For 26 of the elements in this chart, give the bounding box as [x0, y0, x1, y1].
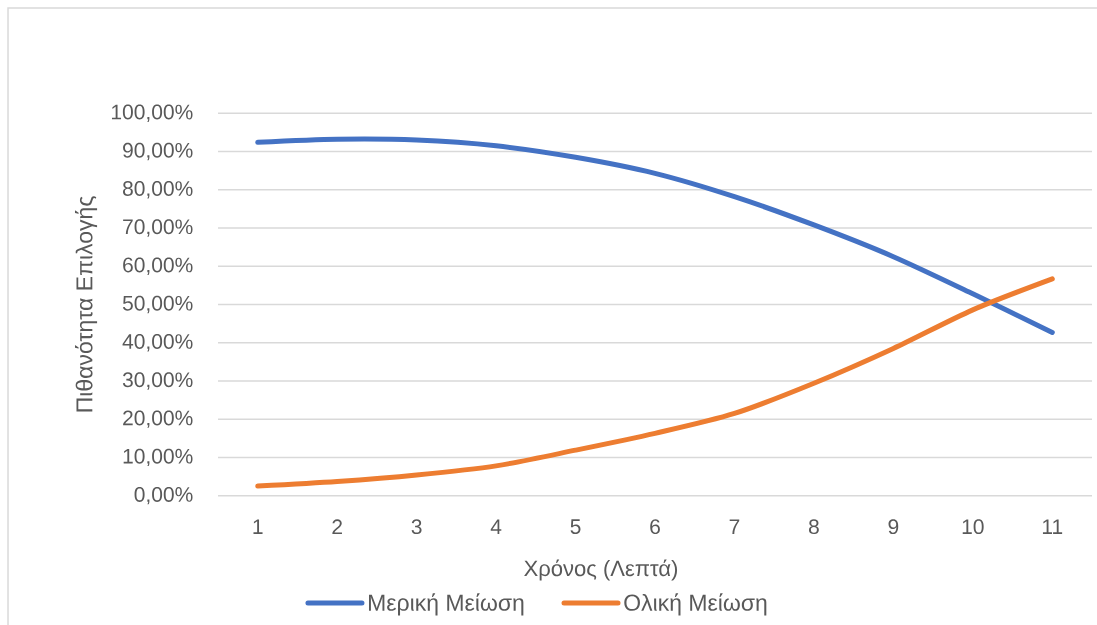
legend-label: Ολική Μείωση [624, 593, 767, 616]
y-tick-label: 0,00% [134, 487, 193, 505]
x-tick-label: 9 [888, 519, 899, 535]
y-tick-label: 10,00% [123, 448, 193, 467]
x-tick-label: 11 [1042, 519, 1063, 534]
y-tick-label: 40,00% [122, 334, 193, 352]
x-tick-label: 5 [570, 519, 581, 535]
x-tick-label: 10 [962, 519, 984, 535]
x-tick-label: 7 [729, 519, 740, 534]
x-tick-label: 1 [253, 519, 263, 534]
y-tick-label: 50,00% [122, 295, 193, 314]
y-tick-label: 100,00% [111, 104, 193, 122]
y-axis-title: Πιθανότητα Επιλογής [74, 196, 98, 412]
y-tick-label: 60,00% [123, 257, 193, 275]
x-tick-label: 2 [332, 519, 342, 535]
y-tick-label: 20,00% [123, 410, 193, 428]
x-tick-label: 3 [411, 519, 422, 535]
x-axis-title: Χρόνος (Λεπτά) [524, 559, 678, 581]
x-tick-label: 8 [808, 519, 819, 535]
x-tick-label: 6 [650, 519, 660, 535]
y-tick-label: 90,00% [123, 142, 193, 161]
legend-label: Μερική Μείωση [368, 593, 524, 616]
y-tick-label: 30,00% [122, 372, 193, 390]
y-tick-label: 80,00% [122, 181, 193, 199]
x-tick-label: 4 [490, 519, 502, 534]
y-tick-label: 70,00% [123, 219, 193, 237]
